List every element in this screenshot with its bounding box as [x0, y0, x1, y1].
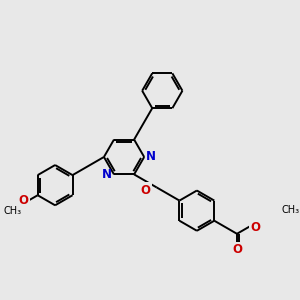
Text: CH₃: CH₃	[281, 205, 299, 214]
Text: O: O	[140, 184, 150, 197]
Text: N: N	[146, 151, 156, 164]
Text: O: O	[232, 243, 242, 256]
Text: O: O	[250, 221, 260, 234]
Text: N: N	[102, 168, 112, 181]
Text: CH₃: CH₃	[3, 206, 22, 216]
Text: O: O	[18, 194, 28, 206]
